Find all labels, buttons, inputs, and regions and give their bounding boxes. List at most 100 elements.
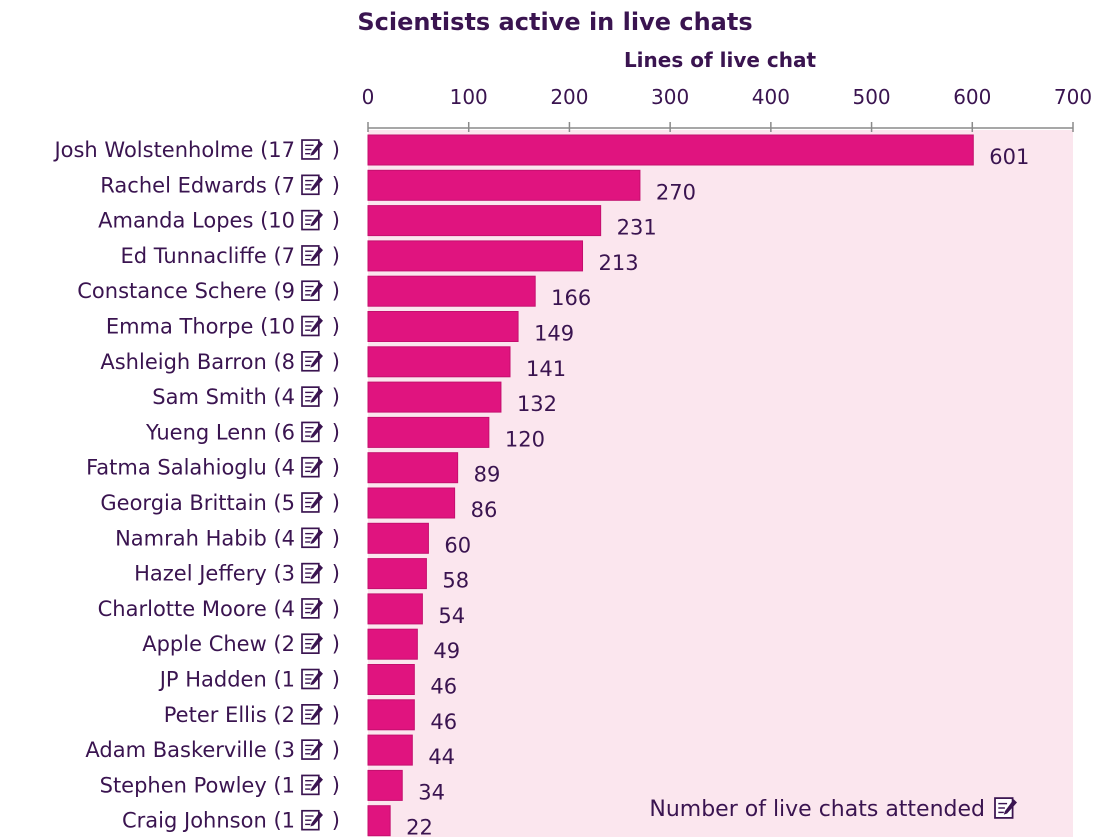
category-label: ) Craig Johnson (1 [122,809,340,833]
notepad-icon [301,315,323,337]
category-label-text: Ed Tunnacliffe (7 [120,244,295,268]
category-label-close: ) [332,491,340,515]
value-label: 86 [471,498,498,522]
value-label: 213 [599,251,639,275]
category-label-close: ) [332,809,340,833]
category-label-text: Sam Smith (4 [152,385,295,409]
category-label: ) Emma Thorpe (10 [106,315,340,339]
category-label-close: ) [332,385,340,409]
category-label-close: ) [332,562,340,586]
category-label-close: ) [332,597,340,621]
category-label: ) Ed Tunnacliffe (7 [120,244,340,268]
category-label: ) Adam Baskerville (3 [85,738,340,762]
value-label: 132 [517,392,557,416]
category-label-text: Fatma Salahioglu (4 [86,456,295,480]
value-label: 44 [428,745,455,769]
category-label-close: ) [332,773,340,797]
category-label-close: ) [332,420,340,444]
category-label-text: Peter Ellis (2 [164,703,295,727]
category-label-text: Rachel Edwards (7 [100,173,295,197]
category-label: ) Ashleigh Barron (8 [100,350,340,374]
category-label: ) Sam Smith (4 [152,385,340,409]
category-label-close: ) [332,315,340,339]
category-label-text: JP Hadden (1 [158,668,295,692]
bar [367,416,490,448]
bar [367,134,974,166]
value-label: 22 [406,816,433,837]
category-label-text: Emma Thorpe (10 [106,315,295,339]
x-tick-label: 700 [1054,85,1092,109]
value-label: 270 [656,180,696,204]
category-label-text: Constance Schere (9 [77,279,295,303]
category-label-close: ) [332,738,340,762]
notepad-icon [301,280,323,301]
value-label: 46 [430,675,457,699]
category-labels: ) Josh Wolstenholme (17) Rachel Edwards (7… [52,138,340,833]
notepad-icon [301,774,323,796]
bar [367,522,429,554]
category-label-text: Georgia Brittain (5 [100,491,295,515]
notepad-icon [301,351,323,372]
bar [367,734,413,766]
category-label: ) Namrah Habib (4 [115,526,340,550]
category-label: ) JP Hadden (1 [158,668,340,692]
x-tick-label: 300 [651,85,689,109]
bar [367,311,519,342]
value-label: 60 [444,533,471,557]
category-label-close: ) [332,350,340,374]
bar [367,593,423,625]
value-label: 601 [989,145,1029,169]
category-label-close: ) [332,456,340,480]
bars [367,134,974,837]
notepad-icon [301,633,323,654]
category-label-close: ) [332,703,340,727]
category-label: ) Hazel Jeffery (3 [134,562,340,586]
notepad-icon [301,668,323,690]
category-label: ) Josh Wolstenholme (17 [52,138,340,162]
value-label: 141 [526,357,566,381]
bar [367,381,502,413]
notepad-icon [301,245,323,266]
category-label-text: Josh Wolstenholme (17 [52,138,295,162]
category-label: ) Stephen Powley (1 [100,773,340,797]
x-tick-label: 100 [450,85,488,109]
bar [367,240,584,272]
chart-title: Scientists active in live chats [357,8,752,36]
category-label-text: Apple Chew (2 [142,632,295,656]
bar [367,346,511,378]
category-label: ) Constance Schere (9 [77,279,340,303]
category-label-close: ) [332,632,340,656]
category-label-close: ) [332,209,340,233]
category-label-text: Yueng Lenn (6 [145,420,295,444]
x-tick-label: 400 [752,85,790,109]
value-label: 58 [442,569,469,593]
category-label: ) Georgia Brittain (5 [100,491,340,515]
bar [367,169,641,201]
bar [367,699,415,731]
category-label: ) Rachel Edwards (7 [100,173,340,197]
value-label: 120 [505,427,545,451]
category-label-text: Craig Johnson (1 [122,809,295,833]
category-label-text: Charlotte Moore (4 [98,597,295,621]
category-label-text: Hazel Jeffery (3 [134,562,295,586]
value-label: 54 [438,604,465,628]
notepad-icon [301,209,323,231]
notepad-icon [994,797,1017,819]
x-axis-ticks: 0 100 200 300 400 500 600 700 [362,85,1092,132]
category-label-text: Adam Baskerville (3 [85,738,295,762]
bar [367,487,456,519]
x-tick-label: 200 [550,85,588,109]
value-label: 89 [474,463,501,487]
category-label: ) Yueng Lenn (6 [145,420,340,444]
annotation-label: Number of live chats attended [649,797,985,822]
value-label: 149 [534,322,574,346]
bar [367,628,418,660]
value-label: 166 [551,286,591,310]
x-tick-label: 500 [852,85,890,109]
category-label-close: ) [332,173,340,197]
x-axis-title: Lines of live chat [624,48,817,72]
notepad-icon [301,421,323,443]
notepad-icon [301,704,323,725]
x-tick-label: 0 [362,85,375,109]
